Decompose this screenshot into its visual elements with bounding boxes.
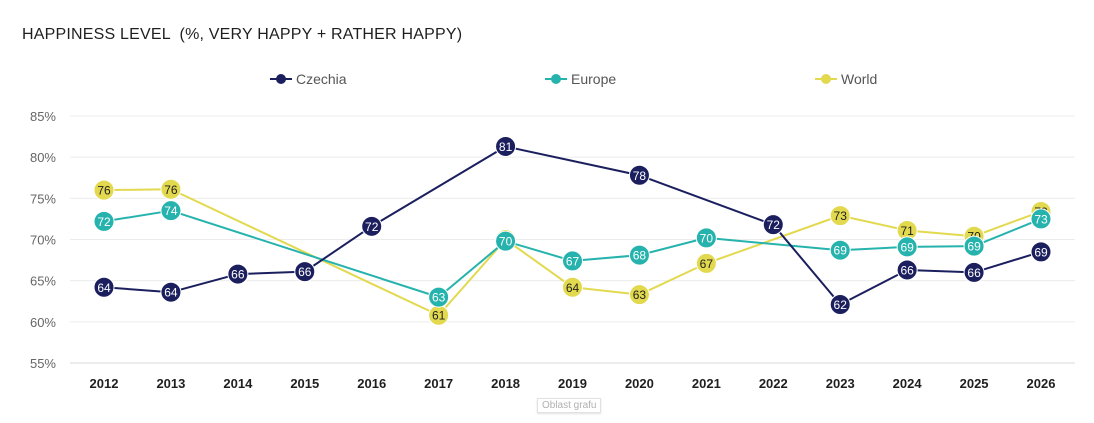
data-label-europe: 70 [499,235,513,249]
data-label-europe: 67 [566,254,580,268]
data-label-europe: 69 [834,244,848,258]
data-label-world: 67 [700,257,714,271]
data-label-europe: 69 [900,240,914,254]
y-tick-label: 70% [30,233,56,248]
data-point-europe [562,250,583,272]
data-point-czechia [294,261,316,283]
data-label-czechia: 78 [633,169,647,183]
legend: Czechia Europe World [0,68,1094,90]
data-point-czechia [628,164,650,186]
data-label-czechia: 64 [97,281,111,295]
y-tick-label: 80% [30,150,56,165]
x-tick-label: 2026 [1027,376,1056,391]
x-tick-label: 2025 [960,376,989,391]
data-label-world: 76 [97,184,111,198]
data-point-world [93,179,115,201]
legend-marker-czechia [270,73,292,85]
data-label-czechia: 66 [900,263,914,277]
data-point-czechia [227,263,249,285]
x-tick-label: 2020 [625,376,654,391]
data-point-world [628,284,650,306]
x-tick-label: 2022 [759,376,788,391]
series-line-czechia [103,145,1042,306]
legend-label-czechia: Czechia [296,71,347,87]
y-tick-label: 55% [30,356,56,371]
data-label-europe: 68 [633,249,647,263]
data-label-europe: 74 [164,204,178,218]
data-label-world: 61 [432,309,446,323]
x-tick-label: 2016 [357,376,386,391]
y-tick-label: 85% [30,109,56,124]
data-label-czechia: 72 [365,220,379,234]
data-point-europe [628,244,650,266]
data-label-europe: 70 [700,231,714,245]
x-tick-label: 2024 [893,376,923,391]
data-label-world: 64 [566,281,580,295]
data-label-europe: 69 [967,240,981,254]
legend-marker-europe [545,73,567,85]
data-point-czechia [762,214,784,236]
data-label-europe: 73 [1034,212,1048,226]
x-tick-label: 2018 [491,376,520,391]
data-point-czechia [896,259,918,281]
x-tick-label: 2013 [156,376,185,391]
legend-item-world[interactable]: World [815,68,877,90]
data-label-czechia: 62 [834,298,848,312]
y-tick-label: 75% [30,191,56,206]
x-tick-label: 2012 [90,376,119,391]
data-label-europe: 72 [97,215,111,229]
data-label-czechia: 69 [1034,245,1048,259]
data-label-czechia: 66 [231,268,245,282]
data-label-czechia: 66 [298,265,312,279]
data-label-czechia: 81 [499,140,513,154]
data-label-world: 76 [164,183,178,197]
data-point-czechia [1030,241,1052,263]
legend-item-europe[interactable]: Europe [545,68,616,90]
data-point-czechia [160,281,182,303]
data-label-world: 71 [900,224,914,238]
x-tick-label: 2017 [424,376,453,391]
data-point-czechia [963,261,985,283]
y-tick-label: 65% [30,274,56,289]
tooltip-chart-area: Oblast grafu [537,398,602,413]
x-tick-label: 2015 [290,376,319,391]
legend-label-world: World [841,71,878,87]
y-tick-label: 60% [30,315,56,330]
data-point-europe [963,235,985,257]
data-label-world: 63 [633,288,647,302]
x-tick-label: 2023 [826,376,855,391]
x-tick-label: 2014 [223,376,253,391]
data-point-czechia [93,276,115,298]
data-point-czechia [829,294,851,316]
data-point-world [695,252,717,274]
data-point-europe [495,230,517,252]
data-point-world [562,276,583,298]
legend-marker-world [815,73,837,85]
data-label-europe: 63 [432,291,446,305]
data-point-world [160,178,182,200]
chart-title: HAPPINESS LEVEL (%, VERY HAPPY + RATHER … [22,26,463,43]
data-point-czechia [495,135,517,157]
data-point-europe [1030,208,1052,230]
data-label-world: 73 [834,209,848,223]
data-point-europe [896,236,918,258]
data-label-czechia: 64 [164,286,178,300]
data-point-europe [160,200,182,222]
data-label-czechia: 66 [967,266,981,280]
data-label-czechia: 72 [767,218,781,232]
data-point-world [829,205,851,227]
data-point-europe [428,286,450,308]
data-point-europe [695,227,717,249]
x-tick-label: 2021 [692,376,721,391]
data-point-europe [93,210,115,232]
data-point-czechia [361,215,383,237]
legend-label-europe: Europe [571,71,617,87]
x-tick-label: 2019 [558,376,587,391]
legend-item-czechia[interactable]: Czechia [270,68,347,90]
data-point-europe [829,239,851,261]
